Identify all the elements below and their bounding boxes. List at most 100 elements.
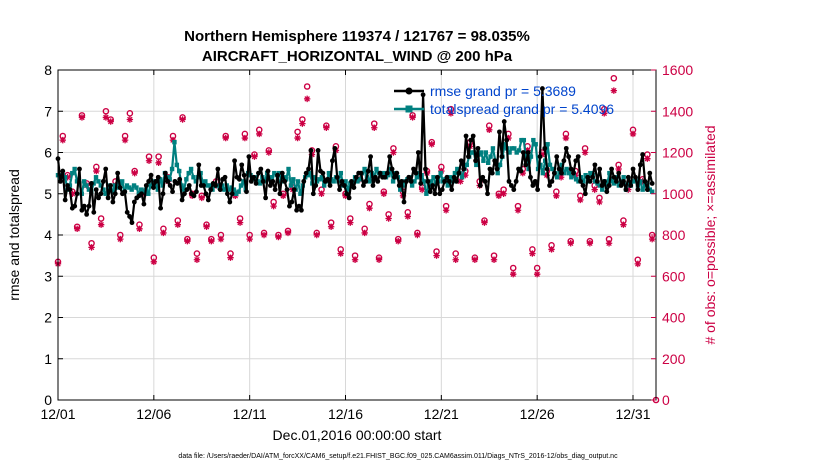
rmse-point	[339, 178, 345, 184]
rmse-point	[89, 181, 94, 186]
totalspread-point	[115, 185, 120, 190]
obs-assimilated-marker	[433, 252, 440, 259]
rmse-point	[246, 154, 252, 160]
y-tick-label-right: 1000	[662, 186, 693, 202]
totalspread-point	[269, 175, 275, 180]
obs-assimilated-marker	[227, 254, 234, 261]
rmse-point	[251, 174, 257, 180]
totalspread-point	[167, 177, 172, 182]
rmse-point	[403, 178, 409, 184]
rmse-point	[174, 181, 180, 186]
obs-assimilated-marker	[577, 196, 584, 204]
obs-assimilated-marker	[193, 256, 201, 263]
rmse-point	[466, 154, 471, 160]
rmse-point	[396, 183, 402, 188]
totalspread-point	[169, 166, 175, 172]
rmse-point	[361, 183, 366, 188]
rmse-point	[475, 145, 481, 151]
obs-assimilated-marker	[567, 240, 574, 247]
rmse-point	[303, 170, 309, 176]
obs-assimilated-marker	[299, 120, 306, 127]
rmse-point	[623, 187, 629, 193]
obs-assimilated-marker	[510, 270, 517, 278]
series-rmse	[55, 86, 655, 226]
totalspread-point	[295, 179, 301, 184]
obs-assimilated-marker	[371, 124, 378, 131]
totalspread-point	[100, 187, 106, 192]
y-tick-label-right: 600	[662, 268, 686, 284]
rmse-point	[301, 178, 307, 184]
rmse-point	[265, 168, 271, 174]
rmse-point	[191, 193, 197, 199]
rmse-point	[642, 178, 648, 184]
totalspread-point	[174, 162, 180, 168]
obs-assimilated-marker	[59, 136, 66, 144]
rmse-point	[298, 207, 304, 213]
obs-assimilated-marker	[533, 270, 541, 278]
rmse-point	[57, 178, 63, 184]
totalspread-point	[483, 150, 488, 155]
obs-assimilated-marker	[605, 240, 613, 247]
totalspread-point	[562, 170, 567, 176]
rmse-point	[213, 183, 218, 188]
rmse-point	[151, 185, 156, 190]
rmse-point	[330, 158, 335, 164]
totalspread-point	[362, 166, 367, 172]
totalspread-point	[507, 150, 512, 155]
rmse-point	[578, 178, 583, 184]
rmse-point	[205, 197, 211, 203]
rmse-point	[229, 191, 235, 197]
obs-assimilated-marker	[198, 194, 205, 202]
totalspread-point	[134, 185, 139, 190]
rmse-point	[625, 174, 631, 180]
totalspread-point	[98, 183, 103, 188]
x-tick-label: 12/01	[40, 406, 75, 422]
rmse-point	[382, 174, 388, 180]
totalspread-point	[424, 191, 429, 196]
rmse-point	[96, 195, 101, 201]
obs-assimilated-marker	[610, 87, 618, 94]
left-axis: 0 1 2 3 4 5 6 7 8	[44, 62, 63, 408]
totalspread-point	[62, 175, 68, 180]
series-layer	[54, 74, 660, 404]
rmse-point	[489, 170, 495, 176]
rmse-point	[580, 183, 586, 188]
obs-assimilated-marker	[629, 130, 637, 138]
legend-marker	[405, 105, 413, 113]
totalspread-point	[428, 179, 434, 184]
rmse-point	[461, 166, 467, 172]
rmse-point	[571, 170, 576, 176]
rmse-point	[606, 183, 612, 188]
totalspread-point	[103, 191, 108, 196]
obs-assimilated-marker	[303, 95, 311, 103]
obs-assimilated-marker	[490, 256, 498, 263]
rmse-point	[613, 178, 619, 184]
obs-assimilated-marker	[294, 134, 301, 142]
totalspread-point	[93, 175, 99, 180]
totalspread-point	[550, 166, 555, 172]
rmse-point	[165, 178, 171, 184]
totalspread-point	[569, 175, 574, 180]
rmse-point	[477, 183, 483, 188]
rmse-point	[458, 158, 464, 164]
rmse-point	[442, 178, 447, 184]
obs-assimilated-marker	[366, 204, 373, 212]
obs-assimilated-marker	[203, 223, 210, 230]
rmse-point	[463, 133, 469, 139]
totalspread-point	[474, 162, 479, 168]
obs-assimilated-marker	[179, 116, 186, 123]
rmse-point	[399, 178, 405, 184]
rmse-point	[108, 183, 113, 188]
y-tick-label-left: 1	[44, 351, 52, 367]
rmse-point	[84, 211, 90, 217]
rmse-point	[585, 174, 591, 180]
totalspread-point	[566, 170, 572, 176]
rmse-point	[177, 176, 183, 182]
rmse-point	[93, 187, 99, 193]
rmse-point	[432, 191, 438, 197]
totalspread-point	[177, 168, 182, 174]
rmse-point	[394, 170, 400, 176]
obs-assimilated-marker	[481, 219, 488, 226]
rmse-point	[260, 178, 266, 184]
